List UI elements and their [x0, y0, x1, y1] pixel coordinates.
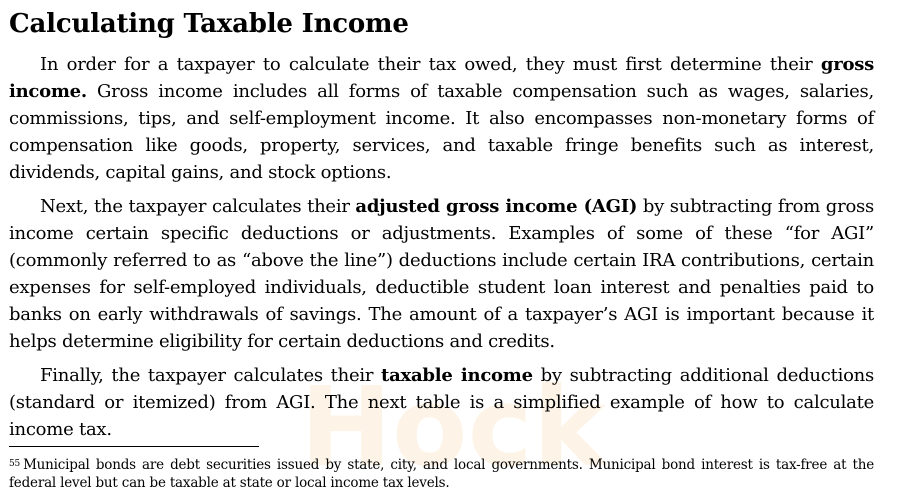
paragraph-text: by subtracting from gross income certain… — [9, 196, 874, 352]
footnote-number: 55 — [9, 459, 21, 469]
term-gross-income: gross income. — [9, 54, 874, 102]
paragraph-text: Next, the taxpayer calculates their — [40, 196, 356, 217]
page-title: Calculating Taxable Income — [9, 9, 409, 39]
term-taxable-income: taxable income — [381, 365, 533, 386]
paragraph-text: by subtracting additional deductions (st… — [9, 365, 874, 440]
paragraph-gross-income: In order for a taxpayer to calculate the… — [9, 51, 874, 186]
paragraph-taxable-income: Finally, the taxpayer calculates their t… — [9, 362, 874, 443]
paragraph-text: Finally, the taxpayer calculates their — [40, 365, 382, 386]
paragraph-agi: Next, the taxpayer calculates their adju… — [9, 193, 874, 355]
footnote-text: Municipal bonds are debt securities issu… — [9, 457, 874, 491]
paragraph-text: In order for a taxpayer to calculate the… — [40, 54, 821, 75]
footnote: 55 Municipal bonds are debt securities is… — [9, 456, 874, 492]
document-page: Calculating Taxable Income In order for … — [9, 0, 874, 443]
footnote-separator — [9, 446, 259, 447]
paragraph-text: Gross income includes all forms of taxab… — [9, 81, 874, 183]
term-agi: adjusted gross income (AGI) — [355, 196, 638, 217]
